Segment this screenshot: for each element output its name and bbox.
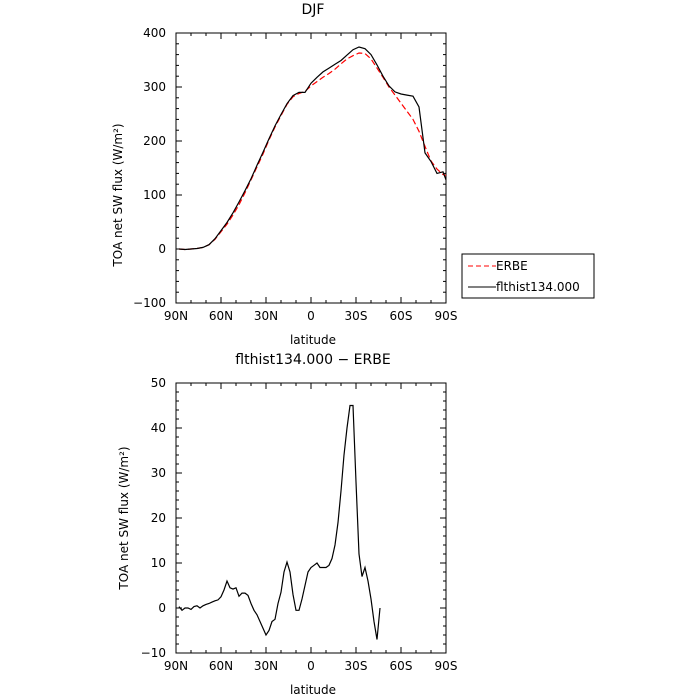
top-chart: DJF latitude TOA net SW flux (W/m²) 90N 6… <box>111 2 457 347</box>
legend-flthist-label: flthist134.000 <box>496 280 580 294</box>
x-tick-label: 90N <box>164 309 188 323</box>
series-line-erbe <box>178 52 447 251</box>
y-tick-label: 40 <box>151 421 166 435</box>
top-plot-frame <box>175 32 447 304</box>
x-tick-label: 90N <box>164 659 188 673</box>
bottom-chart: flthist134.000 − ERBE latitude TOA net S… <box>117 352 457 697</box>
x-tick-label: 60N <box>209 659 233 673</box>
y-tick-label: 30 <box>151 466 166 480</box>
bottom-lines <box>178 404 381 640</box>
top-y-axis-label: TOA net SW flux (W/m²) <box>111 123 125 267</box>
legend: ERBE flthist134.000 <box>461 253 595 299</box>
top-x-axis-label: latitude <box>290 333 336 347</box>
x-tick-label: 30N <box>254 659 278 673</box>
bottom-x-axis-label: latitude <box>290 683 336 697</box>
top-ticks: 90N 60N 30N 0 30S 60S 90S −100 0 100 200 300 400 <box>133 26 457 323</box>
legend-box <box>461 253 595 299</box>
legend-erbe-label: ERBE <box>496 259 528 273</box>
y-tick-label: 400 <box>143 26 166 40</box>
series-line-difference <box>178 404 381 640</box>
series-line-flthist <box>178 46 447 251</box>
x-tick-label: 30S <box>345 309 368 323</box>
top-chart-title: DJF <box>302 2 325 18</box>
x-tick-label: 30S <box>345 659 368 673</box>
bottom-ticks: 90N 60N 30N 0 30S 60S 90S −10 0 10 20 30 40 50 <box>141 376 458 673</box>
y-tick-label: 300 <box>143 80 166 94</box>
y-tick-label: 0 <box>158 242 166 256</box>
y-tick-label: 100 <box>143 188 166 202</box>
y-tick-label: 200 <box>143 134 166 148</box>
bottom-y-axis-label: TOA net SW flux (W/m²) <box>117 446 131 590</box>
y-tick-label: 10 <box>151 556 166 570</box>
y-tick-label: 20 <box>151 511 166 525</box>
y-tick-label: −100 <box>133 296 166 310</box>
x-tick-label: 0 <box>307 309 315 323</box>
y-tick-label: 50 <box>151 376 166 390</box>
y-tick-label: −10 <box>141 646 166 660</box>
x-tick-label: 60S <box>390 309 413 323</box>
x-tick-label: 90S <box>435 309 458 323</box>
top-lines <box>178 46 447 251</box>
x-tick-label: 30N <box>254 309 278 323</box>
bottom-chart-title: flthist134.000 − ERBE <box>235 352 390 368</box>
x-tick-label: 60S <box>390 659 413 673</box>
x-tick-label: 60N <box>209 309 233 323</box>
bottom-plot-frame <box>175 382 447 654</box>
y-tick-label: 0 <box>158 601 166 615</box>
x-tick-label: 0 <box>307 659 315 673</box>
x-tick-label: 90S <box>435 659 458 673</box>
